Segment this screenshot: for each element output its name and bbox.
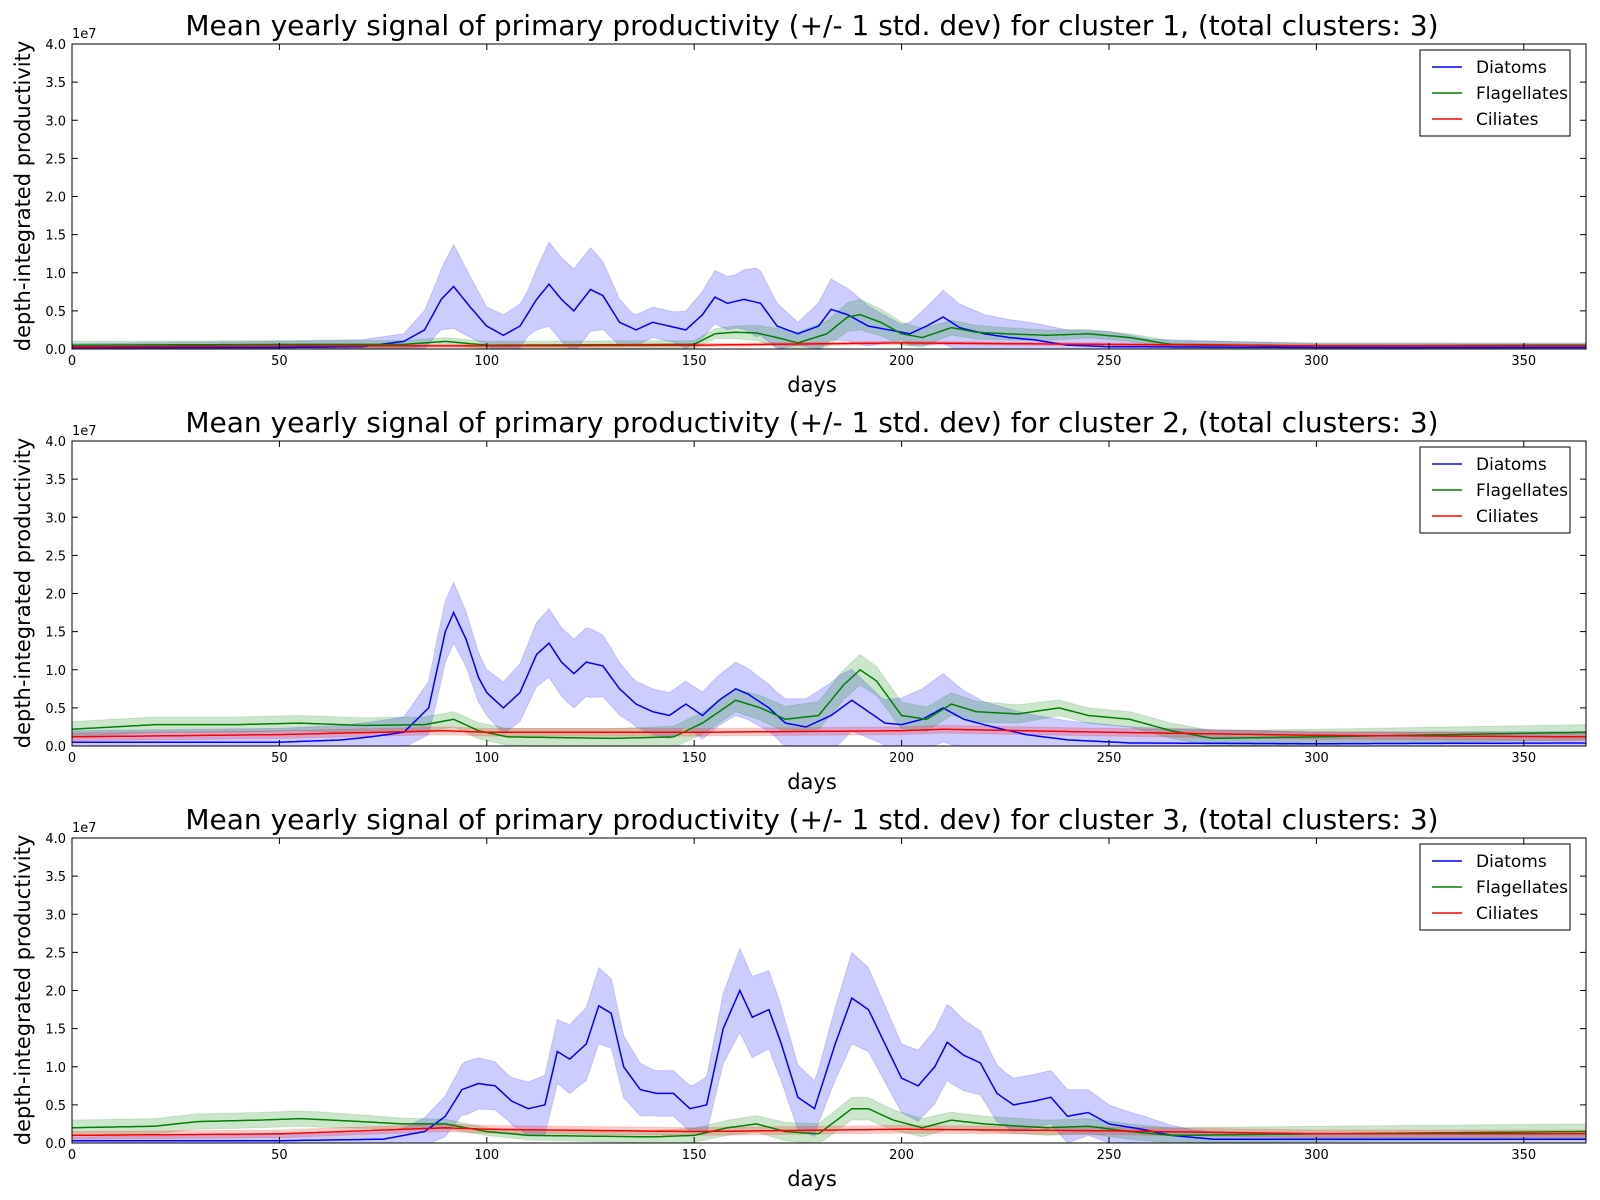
std-band-diatoms: [72, 947, 1586, 1143]
y-tick-label: 1.0: [45, 267, 66, 282]
x-tick-label: 0: [68, 1148, 76, 1163]
y-tick-label: 0.0: [45, 343, 66, 358]
x-tick-label: 300: [1304, 354, 1329, 369]
plot-area: 0 50 100 150 200 250 300 350 0.0 0.5 1.0 1.5 2.0 2.5 3…: [45, 832, 1587, 1163]
legend-label-ciliates: Ciliates: [1476, 507, 1539, 527]
x-tick-label: 200: [889, 751, 914, 766]
x-tick-label: 250: [1097, 1148, 1122, 1163]
series-line-diatoms: [72, 283, 1586, 349]
y-tick-label: 2.5: [45, 549, 66, 564]
y-tick-label: 4.0: [45, 435, 66, 450]
x-tick-label: 350: [1511, 354, 1536, 369]
legend-label-flagellates: Flagellates: [1476, 481, 1568, 501]
plot-area: 0 50 100 150 200 250 300 350 0.0 0.5 1.0 1.5 2.0 2.5 3…: [45, 435, 1587, 766]
y-tick-label: 3.5: [45, 76, 66, 91]
x-tick-label: 150: [682, 354, 707, 369]
series-line-diatoms: [72, 988, 1586, 1142]
x-tick-label: 350: [1511, 1148, 1536, 1163]
plot-area: 0 50 100 150 200 250 300 350 0.0 0.5 1.0 1.5 2.0 2.5 3…: [45, 38, 1587, 369]
series-line-ciliates: [72, 728, 1586, 738]
y-tick-label: 1.0: [45, 664, 66, 679]
std-band-diatoms: [72, 580, 1586, 746]
y-tick-label: 4.0: [45, 38, 66, 53]
x-tick-label: 200: [889, 354, 914, 369]
plot-series: [72, 241, 1586, 349]
y-tick-label: 0.5: [45, 1099, 66, 1114]
y-tick-label: 1.5: [45, 1023, 66, 1038]
x-tick-label: 250: [1097, 751, 1122, 766]
series-line-ciliates: [72, 342, 1586, 348]
chart-title: Mean yearly signal of primary productivi…: [185, 803, 1438, 836]
legend-label-diatoms: Diatoms: [1476, 58, 1547, 78]
plot-series: [72, 580, 1586, 746]
legend-label-diatoms: Diatoms: [1476, 455, 1547, 475]
y-tick-label: 3.0: [45, 908, 66, 923]
chart-title: Mean yearly signal of primary productivi…: [185, 406, 1438, 439]
y-tick-label: 0.5: [45, 702, 66, 717]
offset-label: 1e7: [72, 424, 97, 439]
offset-label: 1e7: [72, 821, 97, 836]
series-line-ciliates: [72, 1127, 1586, 1137]
y-tick-label: 2.0: [45, 588, 66, 603]
y-tick-label: 0.5: [45, 305, 66, 320]
y-tick-label: 1.5: [45, 229, 66, 244]
x-tick-label: 0: [68, 354, 76, 369]
x-tick-label: 150: [682, 1148, 707, 1163]
y-axis-label: depth-integrated productivity: [11, 41, 35, 352]
y-tick-label: 3.0: [45, 114, 66, 129]
legend: Diatoms Flagellates Ciliates: [1419, 49, 1571, 137]
x-tick-label: 100: [474, 751, 499, 766]
x-axis-label: days: [787, 1167, 837, 1191]
x-tick-label: 250: [1097, 354, 1122, 369]
y-tick-label: 3.5: [45, 870, 66, 885]
series-line-flagellates: [72, 668, 1586, 740]
x-tick-label: 50: [271, 751, 288, 766]
legend-label-flagellates: Flagellates: [1476, 878, 1568, 898]
subplot-cluster-2: Mean yearly signal of primary productivi…: [11, 406, 1587, 794]
std-band-flagellates: [72, 653, 1586, 746]
legend: Diatoms Flagellates Ciliates: [1419, 843, 1571, 931]
x-axis-label: days: [787, 770, 837, 794]
y-tick-label: 3.0: [45, 511, 66, 526]
x-tick-label: 100: [474, 354, 499, 369]
offset-label: 1e7: [72, 27, 97, 42]
subplot-cluster-1: Mean yearly signal of primary productivi…: [11, 9, 1587, 397]
series-line-diatoms: [72, 610, 1586, 745]
y-tick-label: 3.5: [45, 473, 66, 488]
x-tick-label: 50: [271, 354, 288, 369]
y-axis-label: depth-integrated productivity: [11, 835, 35, 1146]
x-axis-label: days: [787, 373, 837, 397]
y-tick-label: 0.0: [45, 740, 66, 755]
chart-title: Mean yearly signal of primary productivi…: [185, 9, 1438, 42]
plot-series: [72, 947, 1586, 1143]
x-tick-label: 200: [889, 1148, 914, 1163]
x-tick-label: 0: [68, 751, 76, 766]
legend-label-flagellates: Flagellates: [1476, 84, 1568, 104]
y-tick-label: 2.5: [45, 152, 66, 167]
x-tick-label: 300: [1304, 1148, 1329, 1163]
legend-label-ciliates: Ciliates: [1476, 110, 1539, 130]
std-band-diatoms: [72, 241, 1586, 349]
y-tick-label: 2.0: [45, 985, 66, 1000]
x-tick-label: 50: [271, 1148, 288, 1163]
y-tick-label: 0.0: [45, 1137, 66, 1152]
y-tick-label: 4.0: [45, 832, 66, 847]
legend: Diatoms Flagellates Ciliates: [1419, 446, 1571, 534]
x-tick-label: 300: [1304, 751, 1329, 766]
legend-label-diatoms: Diatoms: [1476, 852, 1547, 872]
subplot-cluster-3: Mean yearly signal of primary productivi…: [11, 803, 1587, 1191]
x-tick-label: 150: [682, 751, 707, 766]
y-axis-label: depth-integrated productivity: [11, 438, 35, 749]
y-tick-label: 1.0: [45, 1061, 66, 1076]
x-tick-label: 350: [1511, 751, 1536, 766]
y-tick-label: 2.0: [45, 191, 66, 206]
y-tick-label: 1.5: [45, 626, 66, 641]
x-tick-label: 100: [474, 1148, 499, 1163]
legend-label-ciliates: Ciliates: [1476, 904, 1539, 924]
y-tick-label: 2.5: [45, 946, 66, 961]
